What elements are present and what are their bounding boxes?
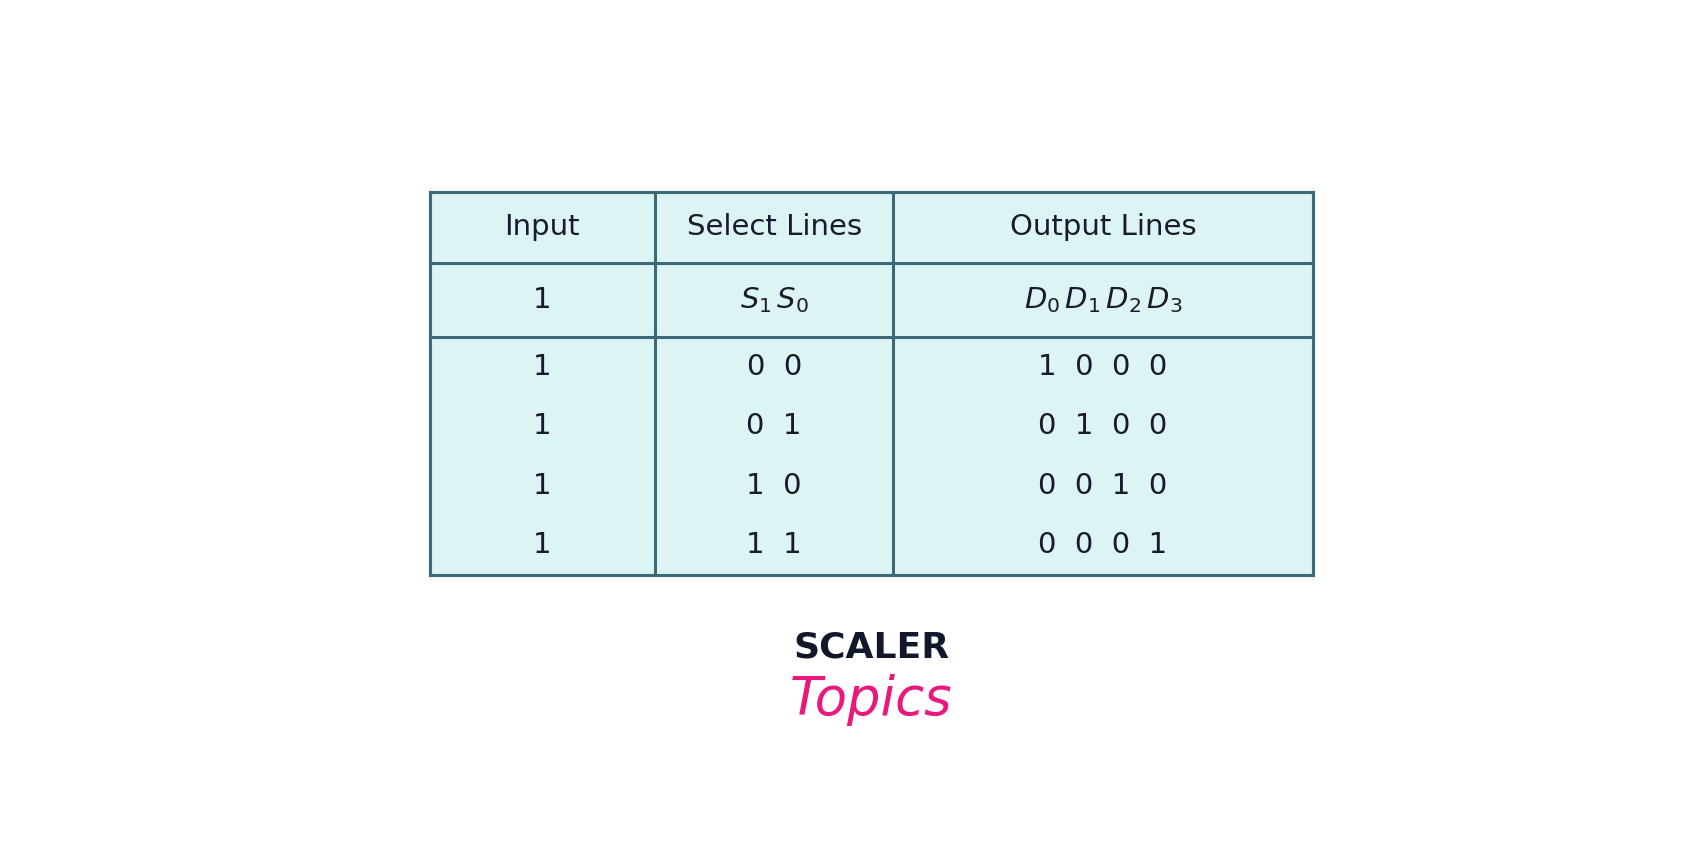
Text: 1  0  0  0: 1 0 0 0	[1039, 353, 1168, 381]
Text: 0  1  0  0: 0 1 0 0	[1039, 412, 1168, 440]
Text: Topics: Topics	[790, 674, 952, 726]
Text: 1  1: 1 1	[746, 531, 802, 559]
Text: 1  0: 1 0	[746, 471, 802, 500]
Text: 0  0  1  0: 0 0 1 0	[1039, 471, 1168, 500]
Text: $D_0\,D_1\,D_2\,D_3$: $D_0\,D_1\,D_2\,D_3$	[1023, 285, 1182, 315]
Text: 0  1: 0 1	[746, 412, 802, 440]
Text: 1: 1	[534, 286, 552, 314]
Text: 1: 1	[534, 353, 552, 381]
Text: 0  0: 0 0	[746, 353, 802, 381]
Text: 0  0  0  1: 0 0 0 1	[1039, 531, 1168, 559]
Text: Output Lines: Output Lines	[1010, 213, 1197, 242]
Text: $S_1\,S_0$: $S_1\,S_0$	[740, 285, 809, 315]
Text: Select Lines: Select Lines	[687, 213, 862, 242]
FancyBboxPatch shape	[430, 192, 1312, 575]
Text: 1: 1	[534, 531, 552, 559]
Text: 1: 1	[534, 471, 552, 500]
Text: 1: 1	[534, 412, 552, 440]
Text: Input: Input	[505, 213, 580, 242]
Text: SCALER: SCALER	[794, 630, 949, 664]
